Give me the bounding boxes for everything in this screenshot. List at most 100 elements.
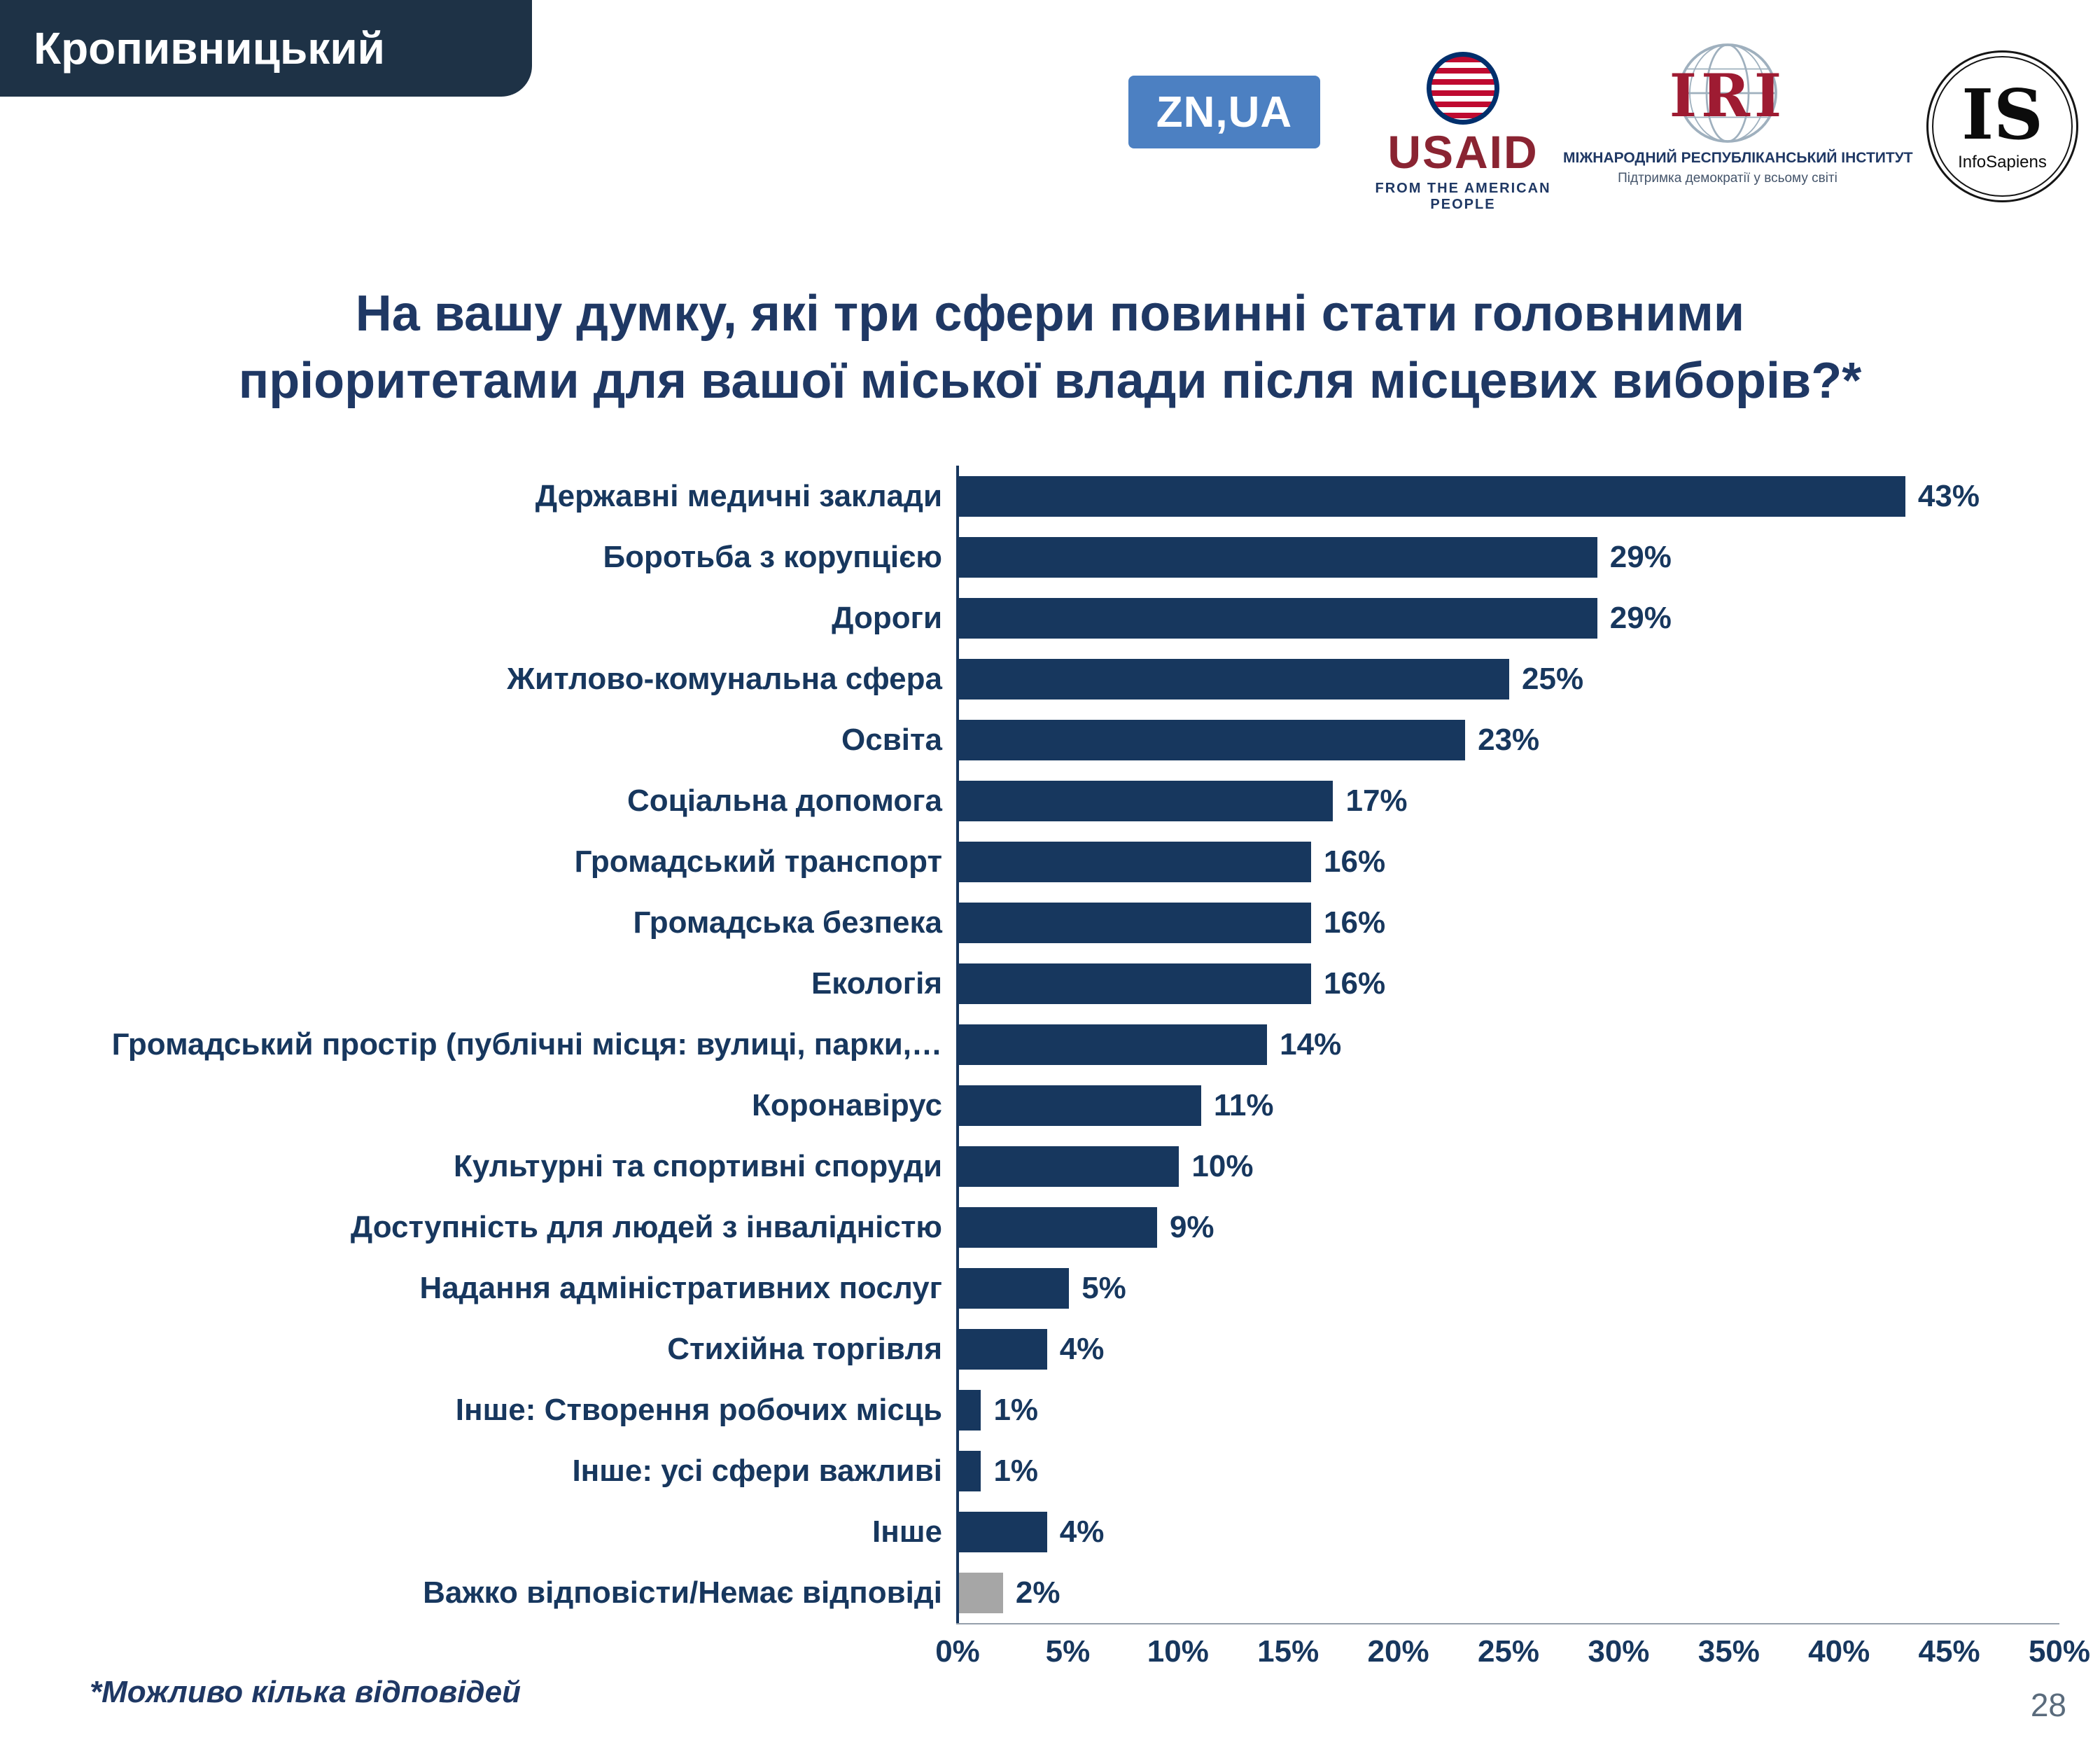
bar [959,597,1597,639]
chart-title: На вашу думку, які три сфери повинні ста… [140,280,1960,415]
iri-name-line1: МІЖНАРОДНИЙ РЕСПУБЛІКАНСЬКИЙ ІНСТИТУТ [1563,150,1913,166]
value-label: 1% [993,1392,1039,1427]
chart-row: Інше: усі сфери важливі 1% [67,1440,2059,1501]
value-label: 43% [1917,478,1980,513]
x-tick-label: 25% [1477,1634,1540,1669]
chart-row: Громадський простір (публічні місця: вул… [67,1014,2059,1075]
value-label: 16% [1324,966,1386,1001]
chart-row: Соціальна допомога 17% [67,770,2059,831]
value-label: 5% [1082,1270,1126,1305]
bar-track: 16% [956,892,2059,953]
bar [959,1024,1268,1065]
bar [959,1328,1047,1370]
bar [959,1389,981,1431]
category-label: Надання адміністративних послуг [419,1270,942,1305]
category-label: Житлово-комунальна сфера [507,661,942,696]
bar [959,780,1334,821]
infosapiens-abbr: IS [1961,74,2043,155]
bar [959,536,1597,578]
bar [959,1085,1201,1126]
bar-track: 1% [956,1440,2059,1501]
chart-row: Екологія 16% [67,953,2059,1014]
bar-track: 5% [956,1258,2059,1318]
usaid-logo: USAID FROM THE AMERICAN PEOPLE [1365,52,1561,213]
usaid-seal-icon [1427,52,1499,125]
x-axis-line [956,1623,2059,1624]
chart-rows: Державні медичні заклади 43% Боротьба з ко… [67,466,2059,1623]
bar [959,475,1905,517]
infosapiens-logo: IS InfoSapiens [1926,50,2078,202]
value-label: 4% [1059,1514,1105,1549]
bar [959,1511,1047,1552]
value-label: 16% [1324,844,1386,879]
x-tick-label: 20% [1367,1634,1429,1669]
bar-track: 16% [956,953,2059,1014]
category-label: Освіта [841,722,942,757]
bar-track: 1% [956,1379,2059,1440]
chart-row: Боротьба з корупцією 29% [67,527,2059,587]
bar-track: 4% [956,1318,2059,1379]
bar-track: 25% [956,648,2059,709]
category-label: Важко відповісти/Немає відповіді [423,1575,942,1610]
infosapiens-name: InfoSapiens [1958,152,2047,172]
chart-row: Культурні та спортивні споруди 10% [67,1136,2059,1197]
x-tick-label: 15% [1257,1634,1320,1669]
category-label: Боротьба з корупцією [603,539,942,574]
bar [959,1206,1157,1248]
chart-row: Інше 4% [67,1501,2059,1562]
bar [959,902,1312,943]
value-label: 14% [1280,1026,1342,1062]
chart-title-line2: пріоритетами для вашої міської влади піс… [238,353,1862,410]
category-label: Коронавірус [752,1087,942,1122]
bar-track: 10% [956,1136,2059,1197]
x-tick-label: 5% [1045,1634,1091,1669]
bar-track: 29% [956,587,2059,648]
category-label: Державні медичні заклади [535,478,942,513]
footnote: *Можливо кілька відповідей [90,1675,521,1709]
x-tick-label: 30% [1588,1634,1650,1669]
chart-row: Стихійна торгівля 4% [67,1318,2059,1379]
chart-row: Житлово-комунальна сфера 25% [67,648,2059,709]
bar-track: 23% [956,709,2059,770]
region-tab: Кропивницький [0,0,532,97]
bar [959,658,1509,700]
category-label: Громадський транспорт [574,844,942,879]
category-label: Екологія [811,966,942,1001]
page-number: 28 [2030,1687,2066,1723]
region-tab-label: Кропивницький [34,23,385,74]
value-label: 9% [1169,1209,1214,1244]
value-label: 17% [1345,783,1408,818]
chart-row: Інше: Створення робочих місць 1% [67,1379,2059,1440]
iri-logo: IRI МІЖНАРОДНИЙ РЕСПУБЛІКАНСЬКИЙ ІНСТИТУ… [1563,41,1913,186]
chart-row: Доступність для людей з інвалідністю 9% [67,1197,2059,1258]
bar-track: 11% [956,1075,2059,1136]
value-label: 2% [1015,1575,1060,1610]
category-label: Доступність для людей з інвалідністю [350,1209,942,1244]
value-label: 1% [993,1453,1039,1488]
value-label: 29% [1609,539,1672,574]
x-tick-label: 40% [1808,1634,1870,1669]
bar-track: 2% [956,1562,2059,1623]
bar-track: 4% [956,1501,2059,1562]
x-tick-label: 35% [1698,1634,1760,1669]
x-tick-label: 45% [1918,1634,1980,1669]
category-label: Соціальна допомога [627,783,942,818]
chart-row: Важко відповісти/Немає відповіді 2% [67,1562,2059,1623]
category-label: Дороги [832,600,942,635]
category-label: Інше: Створення робочих місць [455,1392,942,1427]
bar-track: 17% [956,770,2059,831]
bar-chart: Державні медичні заклади 43% Боротьба з ко… [67,466,2090,1683]
chart-row: Дороги 29% [67,587,2059,648]
bar [959,963,1312,1004]
chart-row: Громадська безпека 16% [67,892,2059,953]
category-label: Стихійна торгівля [667,1331,942,1366]
bar [959,1572,1003,1613]
chart-row: Освіта 23% [67,709,2059,770]
value-label: 11% [1213,1087,1274,1122]
bar-track: 9% [956,1197,2059,1258]
x-tick-label: 0% [935,1634,980,1669]
bar [959,1450,981,1491]
x-tick-label: 50% [2028,1634,2091,1669]
znua-logo: ZN,UA [1128,76,1320,148]
iri-globe-icon: IRI [1563,41,1892,147]
